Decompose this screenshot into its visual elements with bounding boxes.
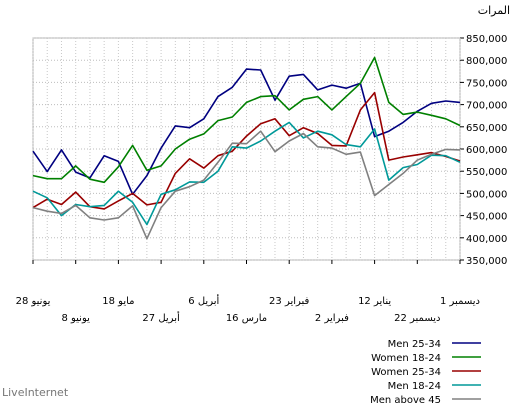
y-tick-label: 800,000: [466, 56, 507, 67]
series-line-4: [32, 121, 461, 226]
series-line-3: [32, 91, 461, 210]
legend-label: Men 18-24: [388, 381, 441, 392]
x-tick-label: 2 فبراير: [315, 313, 349, 324]
y-tick-label: 500,000: [466, 189, 507, 200]
y-tick-label: 550,000: [466, 167, 507, 178]
legend-label: Men above 45: [370, 395, 441, 405]
x-tick-label: 28 يونيو: [16, 296, 51, 307]
x-tick-label: 18 مايو: [102, 296, 134, 307]
series-line-5: [32, 130, 461, 240]
x-tick-label: 12 يناير: [358, 296, 391, 307]
y-tick-label: 350,000: [466, 256, 507, 267]
legend-label: Women 18-24: [371, 353, 441, 364]
x-tick-label: 8 يونيو: [61, 313, 90, 324]
series-line-2: [32, 56, 461, 184]
y-tick-label: 750,000: [466, 78, 507, 89]
y-tick-label: 600,000: [466, 145, 507, 156]
legend-label: Men 25-34: [388, 339, 441, 350]
x-tick-label: 22 ديسمبر: [394, 313, 440, 324]
x-tick-label: 27 أبريل: [142, 311, 180, 324]
y-tick-label: 450,000: [466, 212, 507, 223]
series-line-1: [32, 68, 461, 196]
y-axis-unit-label: المرات: [477, 4, 510, 17]
y-tick-label: 850,000: [466, 34, 507, 45]
legend-label: Women 25-34: [371, 367, 441, 378]
y-tick-label: 400,000: [466, 234, 507, 245]
x-tick-label: 23 فبراير: [269, 296, 310, 307]
liveinternet-brand: LiveInternet: [2, 386, 69, 399]
y-tick-label: 700,000: [466, 101, 507, 112]
x-tick-label: 16 مارس: [226, 313, 267, 324]
x-tick-label: 1 ديسمبر: [440, 296, 480, 307]
x-tick-label: 6 أبريل: [188, 294, 219, 307]
y-tick-label: 650,000: [466, 123, 507, 134]
